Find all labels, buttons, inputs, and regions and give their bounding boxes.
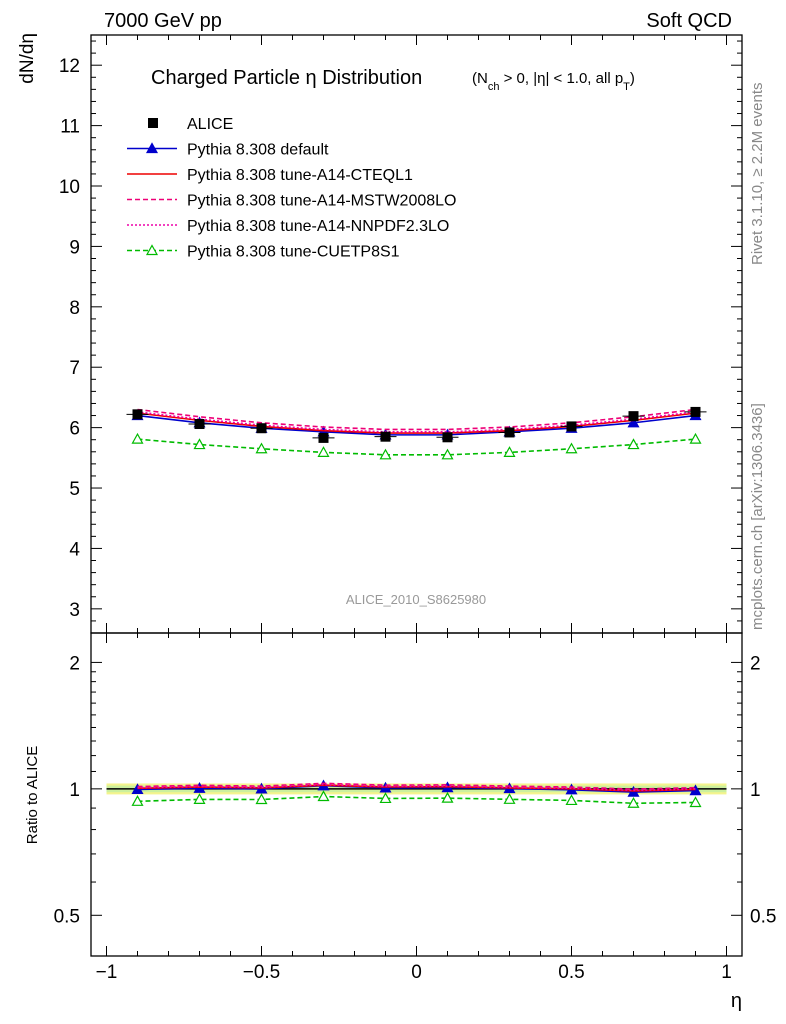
series-line — [137, 783, 696, 792]
ratio-axis-label: Ratio to ALICE — [24, 746, 41, 844]
series-marker — [565, 442, 578, 454]
x-tick-label: 0.5 — [558, 962, 584, 983]
y-tick-label: 12 — [59, 56, 80, 77]
series-marker — [317, 446, 330, 457]
y-tick-label: 3 — [69, 600, 80, 621]
x-axis-label: η — [731, 990, 742, 1012]
ratio-series-pythia-8-308-tune-cuetp8s1 — [131, 790, 702, 808]
chart-title: Charged Particle η Distribution — [151, 67, 422, 89]
series-line — [137, 408, 696, 431]
analysis-label: ALICE_2010_S8625980 — [346, 592, 486, 607]
series-marker — [627, 438, 640, 450]
y-tick-label: 8 — [69, 298, 80, 319]
data-point — [566, 421, 577, 432]
y-tick-label: 6 — [69, 419, 80, 440]
series-marker — [255, 442, 268, 454]
legend-entry: ALICE — [148, 116, 233, 133]
series-marker — [689, 432, 702, 444]
main-series-pythia-8-308-tune-a14-nnpdf2-3lo — [137, 411, 696, 433]
ratio-plot-frame — [90, 632, 743, 957]
series-marker — [317, 790, 330, 802]
legend-entry: Pythia 8.308 tune-A14-NNPDF2.3LO — [127, 218, 449, 235]
x-tick-label: 1 — [721, 962, 732, 983]
series-marker — [131, 432, 144, 444]
main-series-pythia-8-308-default — [131, 409, 702, 440]
series-marker — [379, 792, 392, 804]
ratio-tick-label: 1 — [69, 780, 80, 801]
main-series-pythia-8-308-tune-a14-mstw2008lo — [137, 408, 696, 431]
legend-label: Pythia 8.308 tune-CUETP8S1 — [187, 244, 400, 261]
legend-label: Pythia 8.308 tune-A14-MSTW2008LO — [187, 193, 456, 210]
data-point — [194, 419, 205, 430]
y-axis-label: dN/dη — [17, 33, 38, 84]
legend-entry: Pythia 8.308 default — [127, 142, 329, 159]
ratio-tick-label-right: 0.5 — [750, 906, 776, 927]
main-series-pythia-8-308-tune-cuetp8s1 — [131, 432, 702, 460]
legend-marker — [148, 118, 158, 128]
series-marker — [441, 448, 454, 460]
ratio-series-pythia-8-308-tune-a14-mstw2008lo — [137, 782, 696, 790]
data-point — [380, 431, 391, 442]
legend-marker — [145, 142, 159, 154]
ratio-tick-label-right: 2 — [750, 653, 761, 674]
y-tick-label: 7 — [69, 358, 80, 379]
process-label: Soft QCD — [646, 10, 732, 32]
series-line — [137, 414, 696, 436]
y-tick-label: 11 — [60, 117, 80, 138]
series-marker — [503, 446, 516, 457]
series-marker — [565, 794, 578, 806]
data-point — [628, 411, 639, 422]
y-tick-label: 5 — [69, 479, 80, 500]
ratio-series-pythia-8-308-tune-a14-nnpdf2-3lo — [137, 783, 696, 792]
series-marker — [503, 793, 516, 804]
energy-label: 7000 GeV pp — [104, 10, 222, 32]
data-point — [132, 409, 143, 420]
series-marker — [193, 793, 206, 804]
series-line — [137, 412, 696, 434]
data-point — [504, 427, 515, 438]
ratio-tick-label: 0.5 — [54, 906, 80, 927]
y-tick-label: 10 — [59, 177, 80, 198]
mcplots-label: mcplots.cern.ch [arXiv:1306.3436] — [749, 403, 766, 630]
series-marker — [131, 795, 144, 806]
data-point — [690, 406, 701, 417]
ratio-tick-label-right: 1 — [750, 780, 761, 801]
x-tick-label: −0.5 — [243, 962, 281, 983]
chart-subtitle: (Nch > 0, |η| < 1.0, all pT) — [472, 70, 635, 93]
rivet-label: Rivet 3.1.10, ≥ 2.2M events — [749, 83, 766, 266]
series-marker — [627, 797, 640, 808]
series-line — [137, 795, 696, 805]
data-point — [256, 423, 267, 434]
series-line — [137, 784, 696, 793]
x-tick-label: −1 — [96, 962, 118, 983]
series-line — [137, 438, 696, 456]
series-marker — [441, 791, 454, 803]
legend-entry: Pythia 8.308 tune-CUETP8S1 — [127, 244, 400, 261]
series-line — [137, 782, 696, 790]
data-point — [442, 432, 453, 443]
series-line — [137, 411, 696, 433]
legend-label: Pythia 8.308 tune-A14-NNPDF2.3LO — [187, 218, 449, 235]
series-marker — [379, 448, 392, 460]
series-marker — [689, 796, 702, 808]
series-marker — [627, 416, 640, 428]
data-point — [318, 432, 329, 443]
legend-entry: Pythia 8.308 tune-A14-MSTW2008LO — [127, 193, 456, 210]
legend-label: Pythia 8.308 tune-A14-CTEQL1 — [187, 167, 413, 184]
series-marker — [255, 793, 268, 805]
ratio-tick-label: 2 — [69, 653, 80, 674]
legend-label: ALICE — [187, 116, 233, 133]
main-series-alice — [126, 406, 707, 443]
main-series-pythia-8-308-tune-a14-cteql1 — [137, 412, 696, 434]
series-marker — [193, 438, 206, 450]
legend: ALICE Pythia 8.308 default Pythia 8.308 tu… — [127, 116, 456, 261]
y-tick-label: 4 — [69, 539, 80, 560]
legend-entry: Pythia 8.308 tune-A14-CTEQL1 — [127, 167, 413, 184]
legend-marker — [145, 244, 159, 256]
x-tick-label: 0 — [411, 962, 422, 983]
legend-label: Pythia 8.308 default — [187, 142, 329, 159]
y-tick-label: 9 — [69, 237, 80, 258]
